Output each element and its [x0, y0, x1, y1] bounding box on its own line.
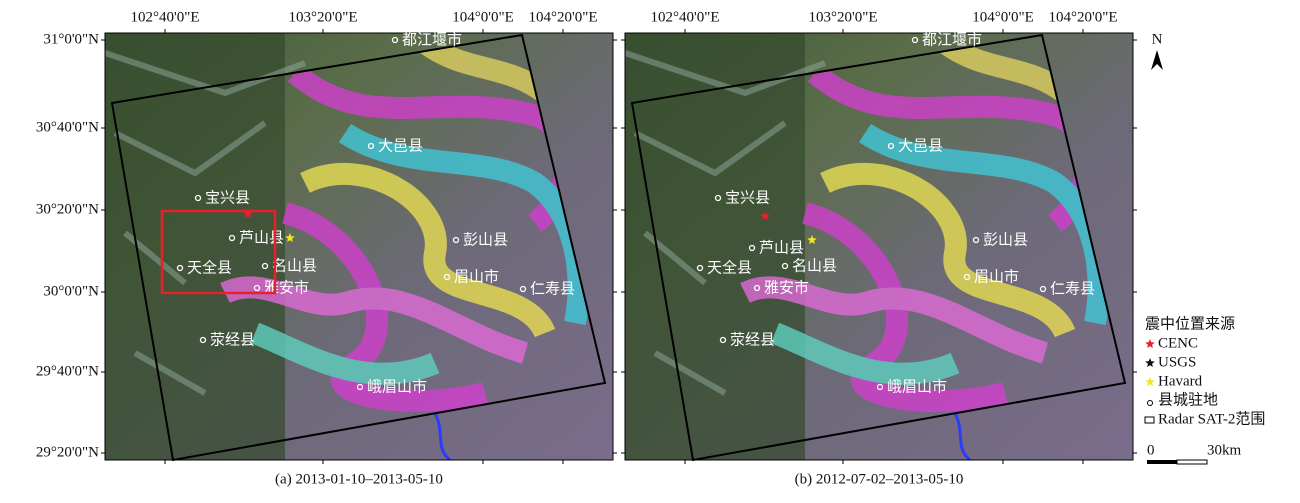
map-panel: 102°40'0"E 103°20'0"E 104°0'0"E 104°20'0"E 3… [36, 9, 617, 487]
city-marker [1039, 285, 1047, 293]
city-label: 峨眉山市 [367, 378, 427, 396]
map-image [105, 33, 613, 460]
legend-label: CENC [1158, 335, 1198, 351]
map-panel: 102°40'0"E 103°20'0"E 104°0'0"E 104°20'0"E 都… [621, 9, 1137, 487]
legend-circle [1147, 400, 1153, 406]
city-marker [228, 234, 236, 242]
city-label: 仁寿县 [1050, 280, 1095, 298]
lat-label: 29°40'0"N [36, 363, 99, 379]
city-label: 天全县 [707, 259, 752, 277]
city-marker [356, 383, 364, 391]
city-label: 都江堰市 [922, 31, 982, 49]
epicenter-cenc [243, 209, 253, 218]
city-label: 天全县 [187, 259, 232, 277]
city-label: 都江堰市 [402, 31, 462, 49]
city-marker [391, 36, 399, 44]
city-marker [176, 264, 184, 272]
city-label: 芦山县 [759, 239, 804, 257]
city-label: 仁寿县 [530, 280, 575, 298]
city-marker [443, 273, 451, 281]
legend-label: Radar SAT-2范围 [1158, 410, 1265, 427]
city-marker [963, 273, 971, 281]
panel-caption: (b) 2012-07-02–2013-05-10 [795, 471, 964, 487]
legend-star [1145, 358, 1155, 367]
city-label: 名山县 [792, 257, 837, 275]
lon-label: 104°0'0"E [972, 9, 1034, 25]
city-marker [876, 383, 884, 391]
city-marker [753, 284, 761, 292]
lat-label: 29°20'0"N [36, 444, 99, 460]
city-label: 荥经县 [730, 331, 775, 349]
scale-bar [1147, 460, 1177, 464]
lat-label: 30°20'0"N [36, 201, 99, 217]
scale-start: 0 [1147, 442, 1155, 458]
city-label: 芦山县 [239, 229, 284, 247]
city-marker [253, 284, 261, 292]
city-label: 眉山市 [974, 268, 1019, 286]
epicenter-cenc [760, 211, 770, 220]
city-marker [714, 194, 722, 202]
lon-label: 102°40'0"E [651, 9, 720, 25]
city-label: 名山县 [272, 257, 317, 275]
lon-label: 104°20'0"E [1049, 9, 1118, 25]
city-label: 峨眉山市 [887, 378, 947, 396]
city-marker [261, 262, 269, 270]
study-box [160, 209, 277, 295]
city-label: 荥经县 [210, 331, 255, 349]
legend-label: USGS [1158, 354, 1196, 370]
scale-bar [1176, 459, 1208, 465]
lat-label: 30°40'0"N [36, 119, 99, 135]
epicenter-havard [285, 233, 295, 242]
legend-rect [1144, 416, 1155, 424]
city-marker [972, 236, 980, 244]
lon-label: 104°20'0"E [529, 9, 598, 25]
lat-label: 31°0'0"N [43, 31, 99, 47]
lon-label: 103°20'0"E [809, 9, 878, 25]
lon-label: 104°0'0"E [452, 9, 514, 25]
city-marker [719, 336, 727, 344]
city-marker [748, 244, 756, 252]
city-marker [887, 142, 895, 150]
legend-label: Havard [1158, 373, 1203, 389]
epicenter-havard [807, 235, 817, 244]
city-marker [696, 264, 704, 272]
city-marker [519, 285, 527, 293]
lon-label: 103°20'0"E [289, 9, 358, 25]
city-label: 大邑县 [378, 137, 423, 155]
legend-title: 震中位置来源 [1145, 315, 1235, 333]
lon-label: 102°40'0"E [131, 9, 200, 25]
city-label: 宝兴县 [205, 189, 250, 207]
city-marker [199, 336, 207, 344]
city-marker [194, 194, 202, 202]
city-label: 大邑县 [898, 137, 943, 155]
city-label: 宝兴县 [725, 189, 770, 207]
map-image [625, 33, 1133, 460]
scale-end: 30km [1207, 442, 1242, 458]
city-label: 彭山县 [463, 231, 508, 249]
north-arrow [1151, 50, 1163, 70]
city-label: 眉山市 [454, 268, 499, 286]
panel-caption: (a) 2013-01-10–2013-05-10 [275, 471, 443, 487]
legend-star [1145, 377, 1155, 386]
city-marker [452, 236, 460, 244]
city-label: 雅安市 [764, 279, 809, 297]
city-marker [781, 262, 789, 270]
city-marker [367, 142, 375, 150]
city-label: 彭山县 [983, 231, 1028, 249]
legend-star [1145, 339, 1155, 348]
legend-label: 县城驻地 [1158, 391, 1218, 408]
lat-label: 30°0'0"N [43, 283, 99, 299]
city-marker [911, 36, 919, 44]
north-label: N [1152, 31, 1163, 47]
